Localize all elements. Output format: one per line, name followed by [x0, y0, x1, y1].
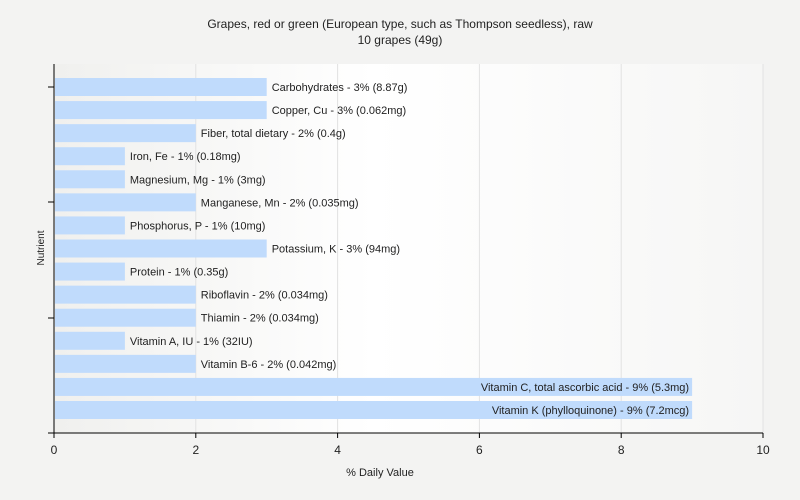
bar [55, 193, 196, 212]
bar-label: Fiber, total dietary - 2% (0.4g) [201, 128, 346, 140]
x-tick-label: 2 [192, 443, 199, 457]
bar [55, 308, 196, 327]
bar-label: Phosphorus, P - 1% (10mg) [130, 220, 266, 232]
bar [55, 401, 693, 419]
bar-label: Vitamin A, IU - 1% (32IU) [130, 336, 253, 348]
y-axis-label: Nutrient [36, 230, 47, 265]
bar-label: Riboflavin - 2% (0.034mg) [201, 290, 328, 302]
bar-label: Vitamin B-6 - 2% (0.042mg) [201, 359, 337, 371]
bar-label: Potassium, K - 3% (94mg) [272, 244, 400, 256]
x-tick-label: 0 [51, 443, 58, 457]
bar [55, 285, 196, 304]
bar-label: Iron, Fe - 1% (0.18mg) [130, 151, 241, 163]
bar [55, 262, 125, 281]
bar [55, 170, 125, 189]
x-tick-label: 10 [756, 443, 770, 457]
bar-label: Manganese, Mn - 2% (0.035mg) [201, 197, 359, 209]
x-tick-label: 4 [334, 443, 341, 457]
bar [55, 216, 125, 235]
bar [55, 78, 267, 96]
bar-label: Magnesium, Mg - 1% (3mg) [130, 174, 266, 186]
bar [55, 377, 693, 396]
bar-label: Thiamin - 2% (0.034mg) [201, 313, 319, 325]
bar [55, 354, 196, 373]
x-tick-label: 6 [476, 443, 483, 457]
bar-label: Vitamin K (phylloquinone) - 9% (7.2mcg) [492, 405, 689, 417]
bar [55, 147, 125, 166]
bar-label: Copper, Cu - 3% (0.062mg) [272, 105, 407, 117]
chart-subtitle: 10 grapes (49g) [357, 33, 443, 47]
chart-title: Grapes, red or green (European type, suc… [207, 17, 593, 31]
bar [55, 101, 267, 120]
bar-label: Vitamin C, total ascorbic acid - 9% (5.3… [481, 382, 689, 394]
bar [55, 239, 267, 258]
bar-label: Protein - 1% (0.35g) [130, 267, 228, 279]
bar [55, 331, 125, 350]
x-tick-label: 8 [618, 443, 625, 457]
bar-label: Carbohydrates - 3% (8.87g) [272, 82, 408, 94]
x-axis-label: % Daily Value [346, 467, 414, 479]
bar [55, 124, 196, 143]
